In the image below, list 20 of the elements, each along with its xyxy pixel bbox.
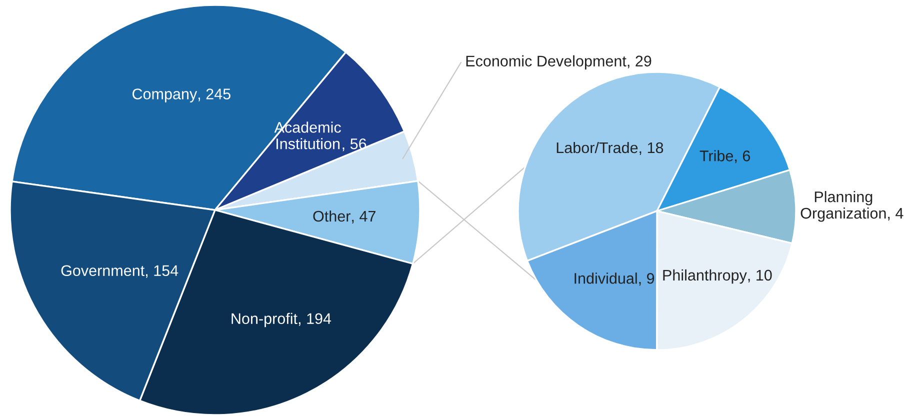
slice-label: Company	[132, 88, 198, 102]
slice-label: Economic Development	[466, 55, 626, 70]
data-label: , 10	[748, 270, 772, 282]
slice-label: Philanthropy	[663, 269, 747, 284]
slice-label: Other	[313, 210, 350, 222]
data-label: , 245	[198, 88, 230, 102]
data-label: , 154	[146, 265, 178, 278]
slice-label: Labor/Trade	[556, 142, 638, 154]
data-label: , 6	[735, 150, 750, 164]
data-label: , 47	[352, 211, 376, 224]
data-label: , 9	[639, 272, 654, 286]
slice-label: Non-profit	[232, 312, 298, 328]
slice-label: Individual	[574, 272, 637, 284]
data-label: , 4	[888, 208, 904, 221]
slice-label: Planning Organization	[800, 191, 886, 222]
data-label: , 194	[298, 313, 332, 326]
slice-label: Tribe	[700, 150, 734, 162]
slice-label: Government	[61, 265, 145, 276]
data-label: , 18	[640, 142, 664, 155]
data-label: , 29	[628, 56, 652, 68]
